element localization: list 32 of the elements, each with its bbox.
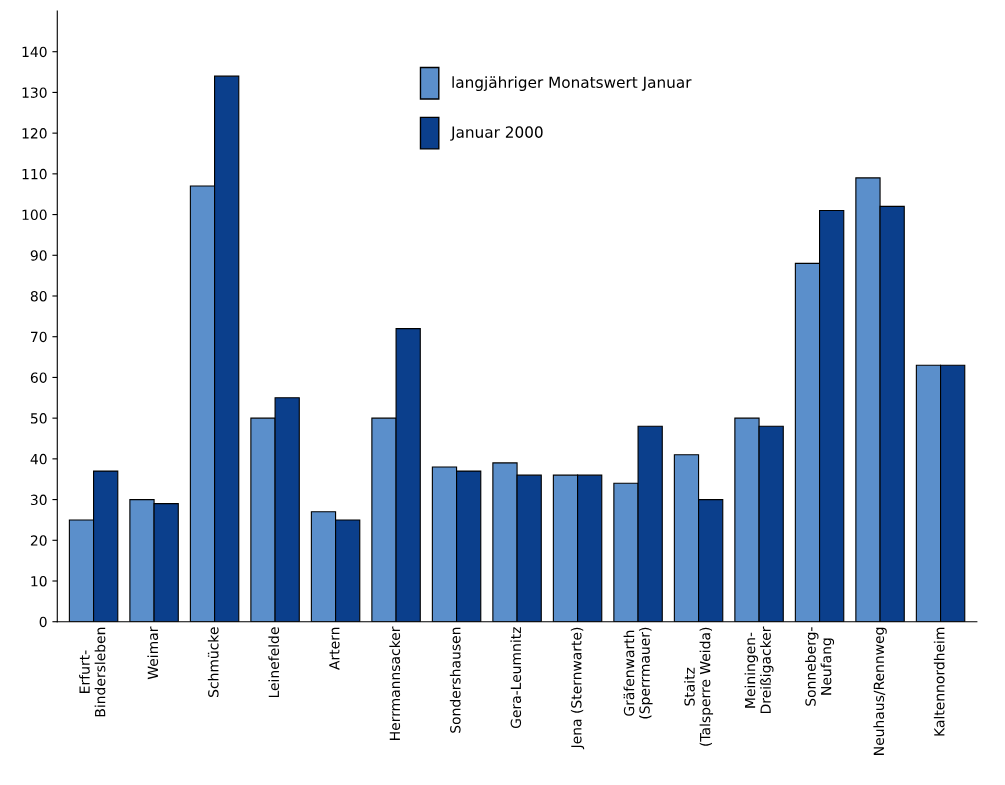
y-tick-label: 100	[22, 209, 47, 221]
x-tick-label: Sonneberg- Neufang	[805, 627, 835, 706]
x-tick-label: Schmücke	[207, 627, 219, 697]
y-tick-label: 50	[30, 413, 47, 424]
legend-label: Januar 2000	[450, 126, 543, 141]
x-tick-label: Herrmannsacker	[389, 626, 401, 740]
x-tick-label: Jena (Sternwarte)	[570, 627, 585, 750]
x-tick-label: Weimar	[147, 626, 159, 680]
y-tick-label: 130	[22, 87, 47, 98]
y-tick-label: 80	[30, 290, 47, 302]
y-tick-label: 140	[22, 46, 47, 58]
x-tick-label: Artern	[329, 627, 340, 670]
y-tick-label: 40	[30, 453, 47, 465]
x-tick-label: Sondershausen	[449, 627, 461, 733]
y-tick-label: 30	[30, 494, 47, 506]
y-tick-label: 120	[22, 128, 47, 139]
x-tick-label: Staitz (Talsperre Weida)	[684, 627, 714, 746]
x-tick-label: Meiningen- Dreißigacker	[744, 626, 774, 714]
y-tick-label: 10	[31, 575, 47, 587]
x-tick-label: Neuhaus/Rennweg	[873, 627, 887, 755]
y-tick-label: 20	[30, 535, 47, 546]
y-tick-label: 60	[30, 372, 47, 383]
x-tick-label: Leinefelde	[268, 627, 280, 698]
y-tick-label: 110	[22, 168, 47, 180]
x-tick-label: Gera-Leumnitz	[510, 627, 522, 729]
legend-label: langjähriger Monatswert Januar	[452, 76, 692, 91]
y-tick-label: 0	[39, 616, 47, 628]
x-tick-label: Erfurt- Bindersleben	[79, 627, 106, 717]
y-tick-label: 70	[31, 331, 47, 343]
x-tick-label: Gräfenwarth (Sperrmauer)	[623, 627, 653, 719]
x-tick-label: Kaltennordheim	[933, 627, 945, 736]
y-tick-label: 90	[30, 250, 47, 261]
